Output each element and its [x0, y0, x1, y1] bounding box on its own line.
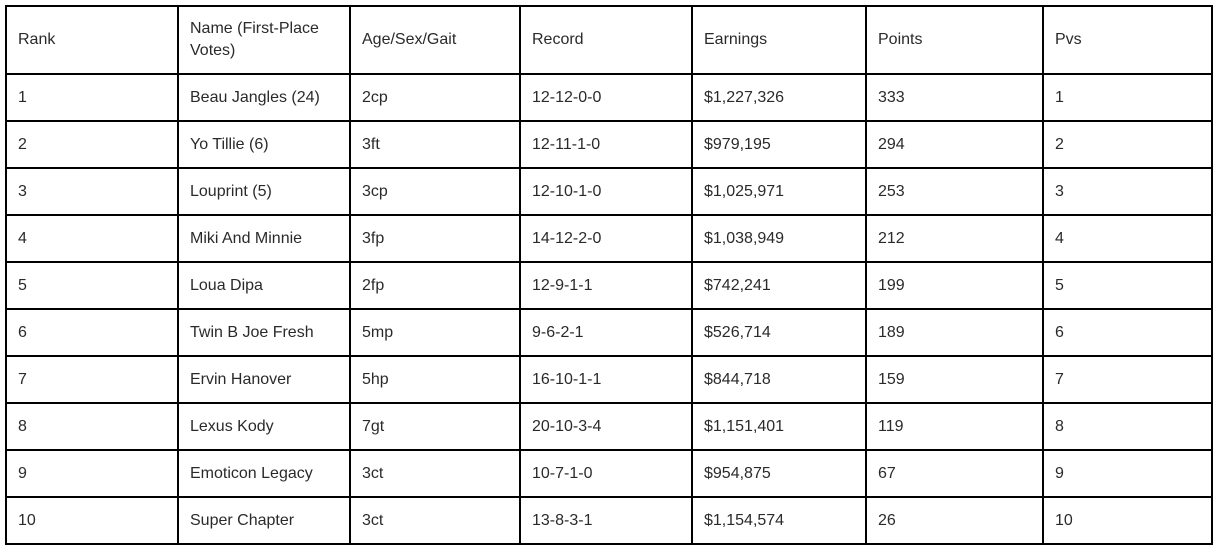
cell-rank: 5 [5, 261, 179, 310]
cell-pvs: 5 [1042, 261, 1213, 310]
cell-name: Yo Tillie (6) [177, 120, 351, 169]
cell-earnings: $844,718 [691, 355, 867, 404]
cell-age-sex-gait: 3ct [349, 449, 521, 498]
cell-age-sex-gait: 2cp [349, 73, 521, 122]
cell-record: 20-10-3-4 [519, 402, 693, 451]
cell-record: 16-10-1-1 [519, 355, 693, 404]
column-header-pvs: Pvs [1042, 5, 1213, 75]
column-header-record: Record [519, 5, 693, 75]
cell-name: Beau Jangles (24) [177, 73, 351, 122]
cell-rank: 6 [5, 308, 179, 357]
cell-pvs: 3 [1042, 167, 1213, 216]
cell-points: 67 [865, 449, 1044, 498]
cell-earnings: $1,025,971 [691, 167, 867, 216]
cell-pvs: 6 [1042, 308, 1213, 357]
table-row: 3 Louprint (5) 3cp 12-10-1-0 $1,025,971 … [5, 167, 1213, 216]
cell-name: Loua Dipa [177, 261, 351, 310]
cell-pvs: 10 [1042, 496, 1213, 545]
table-row: 9 Emoticon Legacy 3ct 10-7-1-0 $954,875 … [5, 449, 1213, 498]
table-row: 8 Lexus Kody 7gt 20-10-3-4 $1,151,401 11… [5, 402, 1213, 451]
cell-age-sex-gait: 5hp [349, 355, 521, 404]
cell-rank: 4 [5, 214, 179, 263]
cell-earnings: $979,195 [691, 120, 867, 169]
cell-name: Super Chapter [177, 496, 351, 545]
cell-pvs: 9 [1042, 449, 1213, 498]
cell-points: 119 [865, 402, 1044, 451]
cell-pvs: 4 [1042, 214, 1213, 263]
cell-earnings: $526,714 [691, 308, 867, 357]
cell-points: 333 [865, 73, 1044, 122]
cell-points: 199 [865, 261, 1044, 310]
cell-earnings: $1,154,574 [691, 496, 867, 545]
cell-pvs: 2 [1042, 120, 1213, 169]
column-header-age-sex-gait: Age/Sex/Gait [349, 5, 521, 75]
cell-points: 253 [865, 167, 1044, 216]
cell-points: 26 [865, 496, 1044, 545]
table-row: 7 Ervin Hanover 5hp 16-10-1-1 $844,718 1… [5, 355, 1213, 404]
table-row: 5 Loua Dipa 2fp 12-9-1-1 $742,241 199 5 [5, 261, 1213, 310]
table-row: 4 Miki And Minnie 3fp 14-12-2-0 $1,038,9… [5, 214, 1213, 263]
table-row: 10 Super Chapter 3ct 13-8-3-1 $1,154,574… [5, 496, 1213, 545]
cell-rank: 3 [5, 167, 179, 216]
table-row: 1 Beau Jangles (24) 2cp 12-12-0-0 $1,227… [5, 73, 1213, 122]
header-row: Rank Name (First-Place Votes) Age/Sex/Ga… [5, 5, 1213, 75]
cell-pvs: 1 [1042, 73, 1213, 122]
cell-pvs: 7 [1042, 355, 1213, 404]
cell-earnings: $954,875 [691, 449, 867, 498]
cell-age-sex-gait: 7gt [349, 402, 521, 451]
cell-name: Emoticon Legacy [177, 449, 351, 498]
table-row: 2 Yo Tillie (6) 3ft 12-11-1-0 $979,195 2… [5, 120, 1213, 169]
column-header-earnings: Earnings [691, 5, 867, 75]
cell-record: 12-9-1-1 [519, 261, 693, 310]
cell-age-sex-gait: 3cp [349, 167, 521, 216]
cell-points: 212 [865, 214, 1044, 263]
cell-name: Miki And Minnie [177, 214, 351, 263]
cell-rank: 7 [5, 355, 179, 404]
cell-name: Louprint (5) [177, 167, 351, 216]
table-row: 6 Twin B Joe Fresh 5mp 9-6-2-1 $526,714 … [5, 308, 1213, 357]
cell-points: 189 [865, 308, 1044, 357]
cell-record: 14-12-2-0 [519, 214, 693, 263]
cell-name: Ervin Hanover [177, 355, 351, 404]
cell-record: 9-6-2-1 [519, 308, 693, 357]
cell-pvs: 8 [1042, 402, 1213, 451]
cell-name: Twin B Joe Fresh [177, 308, 351, 357]
cell-name: Lexus Kody [177, 402, 351, 451]
cell-rank: 9 [5, 449, 179, 498]
cell-record: 12-11-1-0 [519, 120, 693, 169]
cell-earnings: $1,151,401 [691, 402, 867, 451]
column-header-rank: Rank [5, 5, 179, 75]
cell-points: 159 [865, 355, 1044, 404]
column-header-points: Points [865, 5, 1044, 75]
standings-table: Rank Name (First-Place Votes) Age/Sex/Ga… [5, 5, 1213, 545]
cell-age-sex-gait: 5mp [349, 308, 521, 357]
cell-record: 13-8-3-1 [519, 496, 693, 545]
cell-rank: 10 [5, 496, 179, 545]
cell-rank: 2 [5, 120, 179, 169]
cell-rank: 8 [5, 402, 179, 451]
cell-record: 12-10-1-0 [519, 167, 693, 216]
cell-earnings: $742,241 [691, 261, 867, 310]
cell-earnings: $1,227,326 [691, 73, 867, 122]
cell-record: 10-7-1-0 [519, 449, 693, 498]
cell-age-sex-gait: 2fp [349, 261, 521, 310]
cell-age-sex-gait: 3ft [349, 120, 521, 169]
cell-age-sex-gait: 3ct [349, 496, 521, 545]
cell-record: 12-12-0-0 [519, 73, 693, 122]
cell-points: 294 [865, 120, 1044, 169]
cell-earnings: $1,038,949 [691, 214, 867, 263]
cell-rank: 1 [5, 73, 179, 122]
column-header-name: Name (First-Place Votes) [177, 5, 351, 75]
page: Rank Name (First-Place Votes) Age/Sex/Ga… [5, 5, 1213, 545]
cell-age-sex-gait: 3fp [349, 214, 521, 263]
